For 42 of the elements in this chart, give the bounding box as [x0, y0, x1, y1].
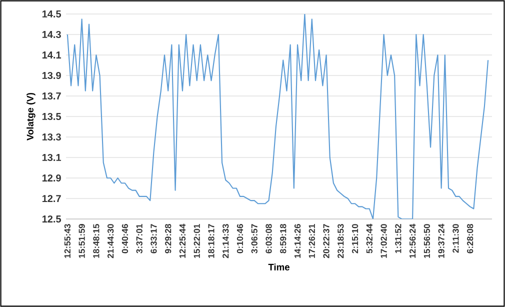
- x-tick-label: 2:15:10: [352, 224, 358, 254]
- y-tick-label: 12.9: [42, 174, 61, 182]
- x-tick-label: 3:06:57: [251, 224, 258, 254]
- y-tick-label: 14.1: [42, 52, 62, 58]
- x-tick-label: 19:37:24: [438, 224, 444, 258]
- y-tick-label: 13.3: [42, 133, 61, 141]
- x-tick-label: 0:10:46: [236, 224, 244, 254]
- x-tick-label: 5:32:44: [366, 224, 372, 254]
- y-tick-label: 13.9: [42, 72, 61, 80]
- y-tick-label: 13.7: [42, 92, 61, 100]
- x-tick-label: 9:29:28: [165, 224, 172, 254]
- x-tick-label: 6:03:08: [266, 224, 272, 254]
- x-tick-label: 12:25:44: [179, 224, 186, 258]
- y-axis-title: Volatge (V): [26, 92, 36, 140]
- x-tick-label: 3:37:01: [136, 224, 142, 254]
- x-tick-label: 21:14:33: [222, 224, 229, 258]
- y-tick-label: 12.5: [42, 215, 62, 223]
- x-tick-label: 18:48:15: [93, 224, 100, 258]
- x-tick-label: 12:55:43: [64, 224, 71, 258]
- x-tick-label: 0:40:46: [122, 224, 128, 254]
- x-tick-label: 23:18:53: [338, 224, 344, 258]
- x-tick-label: 12:56:24: [410, 224, 416, 258]
- y-tick-label: 14.5: [42, 10, 62, 18]
- x-tick-label: 15:51:59: [78, 224, 85, 258]
- x-tick-label: 6:28:08: [467, 224, 474, 254]
- x-tick-label: 21:44:30: [108, 224, 114, 258]
- y-tick-label: 13.5: [42, 112, 62, 120]
- y-tick-label: 12.7: [42, 195, 61, 202]
- x-tick-label: 6:33:17: [150, 224, 157, 254]
- x-axis-title: Time: [268, 264, 290, 270]
- x-tick-label: 15:56:50: [424, 224, 430, 258]
- x-tick-label: 17:02:40: [380, 224, 387, 258]
- y-tick-label: 13.1: [42, 154, 62, 162]
- x-tick-label: 20:22:37: [323, 224, 330, 258]
- x-tick-label: 17:26:21: [308, 224, 315, 258]
- x-tick-label: 2:11:30: [452, 224, 459, 253]
- x-tick-label: 14:14:26: [294, 224, 301, 258]
- x-tick-label: 8:59:18: [280, 224, 286, 254]
- x-tick-label: 15:22:01: [194, 224, 200, 258]
- x-tick-label: 1:31:52: [395, 224, 402, 254]
- x-tick-label: 18:18:17: [208, 224, 214, 258]
- y-tick-label: 14.3: [42, 30, 61, 38]
